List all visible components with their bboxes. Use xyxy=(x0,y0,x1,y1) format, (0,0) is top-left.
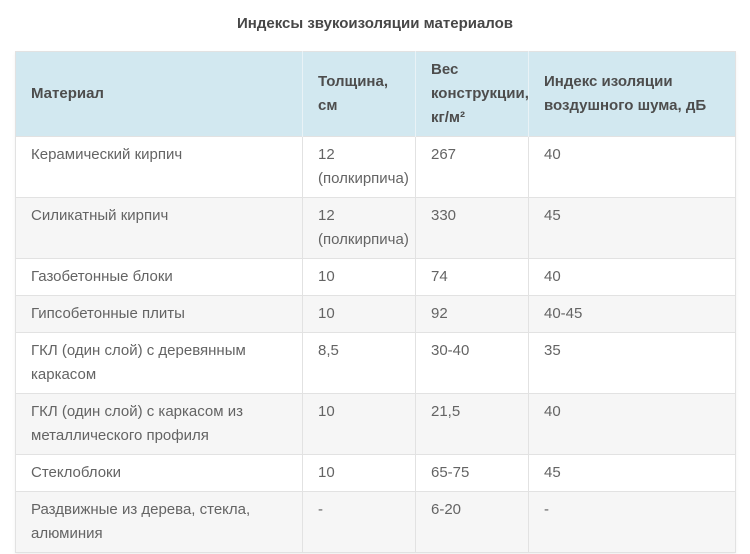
cell-thickness: 12 (полкирпича) xyxy=(302,136,416,198)
cell-weight: 267 xyxy=(415,136,529,198)
table-row: Гипсобетонные плиты 10 92 40-45 xyxy=(15,295,736,333)
cell-thickness: 10 xyxy=(302,295,416,333)
cell-material: Раздвижные из дерева, стекла, алюминия xyxy=(15,491,303,553)
cell-material: Гипсобетонные плиты xyxy=(15,295,303,333)
cell-material: ГКЛ (один слой) с каркасом из металличес… xyxy=(15,393,303,455)
cell-thickness: 10 xyxy=(302,258,416,296)
cell-index: 40-45 xyxy=(528,295,736,333)
column-header-material: Материал xyxy=(15,51,303,137)
cell-index: 35 xyxy=(528,332,736,394)
table-row: ГКЛ (один слой) с каркасом из металличес… xyxy=(15,393,736,455)
column-header-thickness: Толщина, см xyxy=(302,51,416,137)
cell-weight: 21,5 xyxy=(415,393,529,455)
table-row: Раздвижные из дерева, стекла, алюминия -… xyxy=(15,491,736,553)
cell-thickness: 12 (полкирпича) xyxy=(302,197,416,259)
cell-material: Силикатный кирпич xyxy=(15,197,303,259)
cell-index: 40 xyxy=(528,258,736,296)
page-title: Индексы звукоизоляции материалов xyxy=(236,15,514,32)
cell-thickness: 10 xyxy=(302,393,416,455)
cell-material: Газобетонные блоки xyxy=(15,258,303,296)
cell-index: 40 xyxy=(528,393,736,455)
cell-material: ГКЛ (один слой) с деревянным каркасом xyxy=(15,332,303,394)
table-row: Керамический кирпич 12 (полкирпича) 267 … xyxy=(15,136,736,198)
cell-index: 45 xyxy=(528,454,736,492)
cell-material: Стеклоблоки xyxy=(15,454,303,492)
cell-weight: 6-20 xyxy=(415,491,529,553)
cell-weight: 92 xyxy=(415,295,529,333)
table-row: Силикатный кирпич 12 (полкирпича) 330 45 xyxy=(15,197,736,259)
column-header-weight: Вес конструкции, кг/м² xyxy=(415,51,529,137)
materials-table: Материал Толщина, см Вес конструкции, кг… xyxy=(15,51,736,553)
table-row: ГКЛ (один слой) с деревянным каркасом 8,… xyxy=(15,332,736,394)
table-row: Газобетонные блоки 10 74 40 xyxy=(15,258,736,296)
cell-thickness: 10 xyxy=(302,454,416,492)
cell-weight: 30-40 xyxy=(415,332,529,394)
header-row: Материал Толщина, см Вес конструкции, кг… xyxy=(15,51,736,137)
cell-weight: 65-75 xyxy=(415,454,529,492)
cell-weight: 74 xyxy=(415,258,529,296)
cell-index: 45 xyxy=(528,197,736,259)
table-row: Стеклоблоки 10 65-75 45 xyxy=(15,454,736,492)
cell-index: - xyxy=(528,491,736,553)
column-header-index: Индекс изоляции воздушного шума, дБ xyxy=(528,51,736,137)
cell-weight: 330 xyxy=(415,197,529,259)
cell-thickness: 8,5 xyxy=(302,332,416,394)
cell-index: 40 xyxy=(528,136,736,198)
cell-material: Керамический кирпич xyxy=(15,136,303,198)
cell-thickness: - xyxy=(302,491,416,553)
